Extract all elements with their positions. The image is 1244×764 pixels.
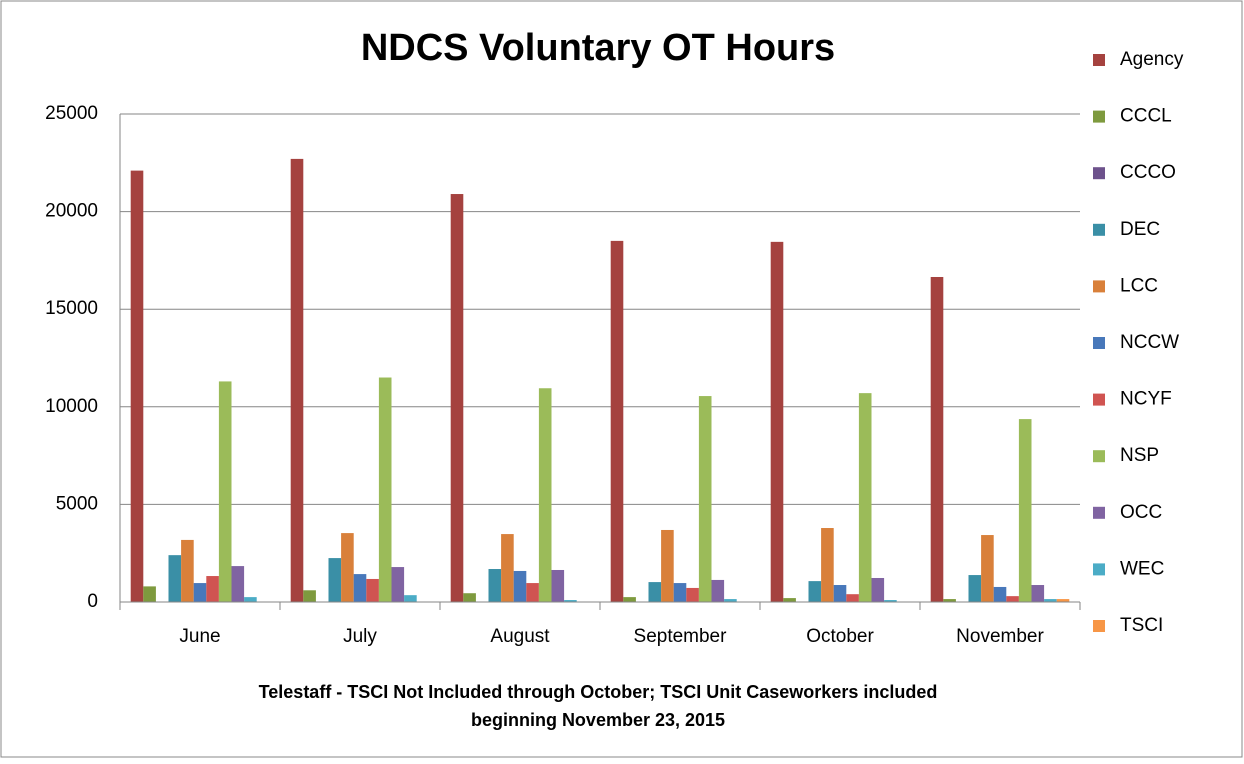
bar <box>244 597 257 602</box>
y-tick-label: 20000 <box>45 201 98 222</box>
legend-swatch <box>1093 450 1105 463</box>
bar <box>846 594 859 602</box>
bar <box>206 576 219 602</box>
bar <box>526 583 539 602</box>
legend-swatch <box>1093 393 1105 406</box>
bar <box>353 574 367 602</box>
legend-swatch <box>1093 167 1105 180</box>
bar <box>698 396 712 602</box>
bar <box>513 570 527 602</box>
x-tick-label: September <box>634 626 728 647</box>
bar <box>1006 596 1019 602</box>
bar <box>143 586 156 602</box>
bar <box>783 598 796 602</box>
y-tick-label: 15000 <box>45 298 98 319</box>
y-tick-label: 0 <box>87 591 98 612</box>
y-tick-label: 10000 <box>45 396 98 417</box>
bar <box>1044 599 1057 602</box>
bar <box>686 587 699 602</box>
x-tick-label: October <box>806 626 874 647</box>
bar <box>488 569 502 602</box>
bar <box>501 534 514 602</box>
legend-swatch <box>1093 620 1105 632</box>
bar <box>981 535 994 602</box>
bar <box>884 600 897 602</box>
bar <box>770 241 784 602</box>
x-tick-label: June <box>179 626 220 647</box>
bar <box>833 585 847 602</box>
bar <box>821 528 834 602</box>
bar <box>290 158 304 602</box>
bar <box>1018 419 1032 602</box>
legend-swatch <box>1093 223 1105 236</box>
legend-swatch <box>1093 54 1105 66</box>
legend-swatch <box>1093 563 1105 576</box>
bar <box>968 575 982 602</box>
bar <box>341 533 354 602</box>
bar <box>564 600 577 602</box>
legend-label: Agency <box>1120 49 1184 70</box>
bar <box>711 579 725 602</box>
bar <box>218 381 232 602</box>
legend-swatch <box>1093 280 1105 293</box>
bar <box>404 595 417 602</box>
bar <box>378 377 392 602</box>
bar <box>943 599 956 602</box>
bar <box>808 581 822 602</box>
chart-title: NDCS Voluntary OT Hours <box>361 27 835 69</box>
bar <box>1031 585 1045 602</box>
note: beginning November 23, 2015 <box>471 710 725 730</box>
legend-swatch <box>1093 506 1105 519</box>
bar <box>328 558 342 602</box>
bar <box>130 170 144 602</box>
x-tick-label: August <box>490 626 550 647</box>
bar <box>858 393 872 602</box>
bar <box>610 240 624 602</box>
bar <box>623 597 636 602</box>
legend-swatch <box>1093 337 1105 349</box>
bar <box>993 586 1007 602</box>
bar <box>871 577 885 602</box>
legend-label: CCCO <box>1120 162 1176 183</box>
bar <box>193 583 207 602</box>
bar <box>930 276 944 602</box>
note: Telestaff - TSCI Not Included through Oc… <box>259 682 938 702</box>
bar <box>538 388 552 602</box>
legend-label: TSCI <box>1120 615 1163 636</box>
x-tick-label: November <box>956 626 1044 647</box>
bar <box>648 582 662 602</box>
y-tick-label: 5000 <box>56 493 98 514</box>
legend-label: WEC <box>1120 558 1164 579</box>
x-tick-label: July <box>343 626 377 647</box>
legend-label: CCCL <box>1120 106 1172 127</box>
bar <box>391 567 405 602</box>
legend-label: NSP <box>1120 445 1159 466</box>
bar <box>450 194 464 603</box>
bar <box>303 590 316 602</box>
bar <box>463 593 476 602</box>
bar <box>673 583 687 602</box>
legend-label: NCYF <box>1120 389 1172 410</box>
bar <box>551 569 565 602</box>
bar <box>724 599 737 602</box>
legend-label: OCC <box>1120 502 1162 523</box>
bar <box>168 555 182 602</box>
bar <box>181 539 194 602</box>
legend-label: DEC <box>1120 219 1160 240</box>
bar <box>366 578 379 602</box>
legend-label: LCC <box>1120 275 1158 296</box>
bar <box>1056 599 1070 602</box>
legend-label: NCCW <box>1120 332 1179 353</box>
bar <box>661 529 674 602</box>
y-tick-label: 25000 <box>45 103 98 124</box>
bar <box>231 566 245 602</box>
legend-swatch <box>1093 110 1105 123</box>
